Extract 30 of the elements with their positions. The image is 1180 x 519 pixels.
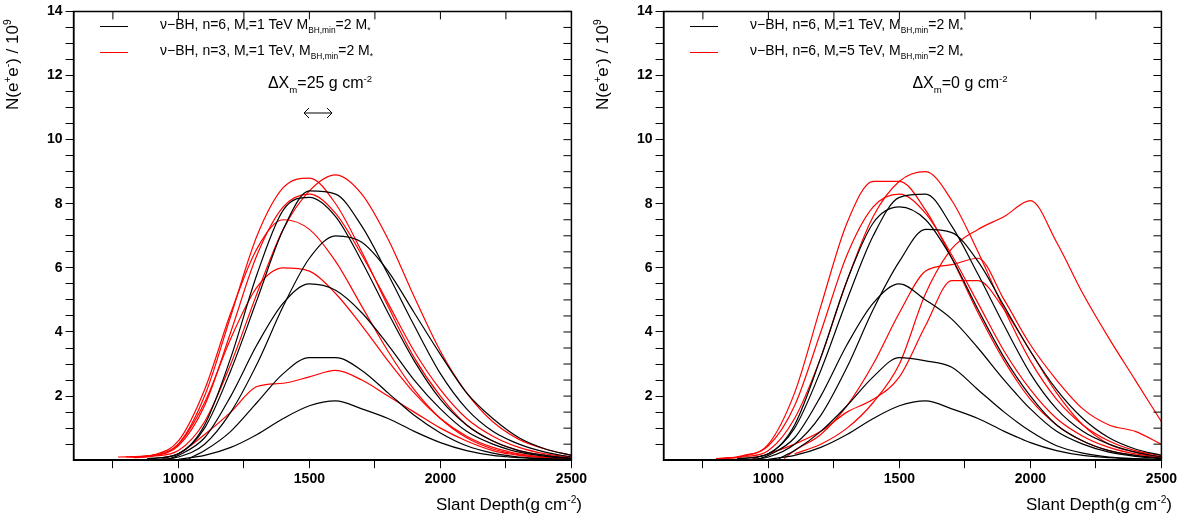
x-tick-label: 1500 — [883, 470, 916, 487]
x-axis-title: Slant Depth(g cm$^{-2}$) — [435, 494, 582, 515]
annotation: ΔX$_{m}$=25 g cm$^{-2}$ — [267, 73, 373, 95]
y-tick-label: 6 — [54, 258, 63, 275]
x-tick-label: 2500 — [555, 470, 588, 487]
y-tick-label: 8 — [644, 194, 653, 211]
x-tick-label: 1000 — [162, 470, 195, 487]
legend-label: ν−BH, n=6, M$_{*}$=5 TeV, M$_{BH,min}$=2 M$_{*}$ — [750, 40, 963, 63]
legend-label: ν−BH, n=6, M$_{*}$=1 TeV, M$_{BH,min}$=2 M$_{*}$ — [750, 15, 963, 37]
y-tick-label: 12 — [46, 66, 63, 83]
x-tick-label: 2500 — [1145, 470, 1178, 487]
x-axis-title: Slant Depth(g cm$^{-2}$) — [1025, 494, 1172, 515]
y-tick-label: 4 — [54, 322, 63, 339]
y-tick-label: 2 — [54, 386, 63, 403]
y-tick-label: 14 — [636, 2, 653, 19]
x-tick-label: 1500 — [293, 470, 326, 487]
legend-label: ν−BH, n=3, M$_{*}$=1 TeV, M$_{BH,min}$=2 M$_{*}$ — [160, 40, 373, 63]
y-tick-label: 14 — [46, 2, 63, 19]
x-tick-label: 2000 — [424, 470, 457, 487]
x-tick-label: 1000 — [752, 470, 785, 487]
annotation: ΔX$_{m}$=0 g cm$^{-2}$ — [912, 73, 1008, 95]
y-tick-label: 2 — [644, 386, 653, 403]
legend-label: ν−BH, n=6, M$_{*}$=1 TeV M$_{BH,min}$=2 M$_{*}$ — [160, 15, 371, 37]
x-tick-label: 2000 — [1014, 470, 1047, 487]
y-tick-label: 6 — [644, 258, 653, 275]
y-tick-label: 12 — [636, 66, 653, 83]
y-tick-label: 8 — [54, 194, 63, 211]
y-tick-label: 10 — [46, 130, 63, 147]
y-tick-label: 10 — [636, 130, 653, 147]
y-tick-label: 4 — [644, 322, 653, 339]
